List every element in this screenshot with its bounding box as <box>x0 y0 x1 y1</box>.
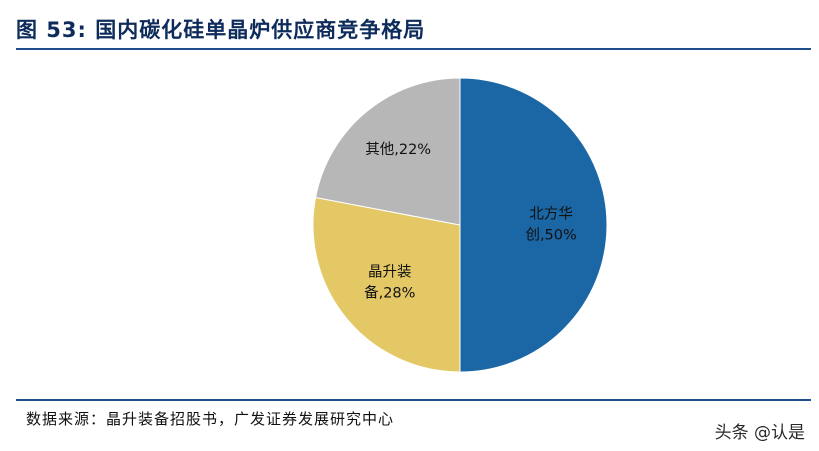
source-divider <box>16 399 811 401</box>
watermark: 头条 @认是 <box>714 423 805 443</box>
figure-title: 图 53: 国内碳化硅单晶炉供应商竞争格局 <box>16 18 426 42</box>
title-divider <box>16 48 811 50</box>
source-note: 数据来源：晶升装备招股书，广发证券发展研究中心 <box>26 410 395 428</box>
pie-slice-2 <box>312 196 461 373</box>
pie-slices <box>312 77 608 373</box>
pie-slice-label-1: 北方华创,50% <box>525 206 576 244</box>
pie-slice-label-3: 其他,22% <box>365 141 431 158</box>
pie-labels: 北方华创,50% 晶升装备,28% 其他,22% <box>364 141 577 301</box>
pie-slice-3 <box>315 77 461 226</box>
pie-slice-label-2: 晶升装备,28% <box>364 264 415 302</box>
pie-slice-label-line: 备,28% <box>364 285 415 302</box>
pie-slice-label-line: 晶升装 <box>368 264 412 281</box>
pie-slice-1 <box>459 77 608 373</box>
pie-slice-label-line: 其他,22% <box>365 141 431 158</box>
pie-slice-label-line: 创,50% <box>525 227 576 244</box>
pie-slice-label-line: 北方华 <box>529 206 573 223</box>
